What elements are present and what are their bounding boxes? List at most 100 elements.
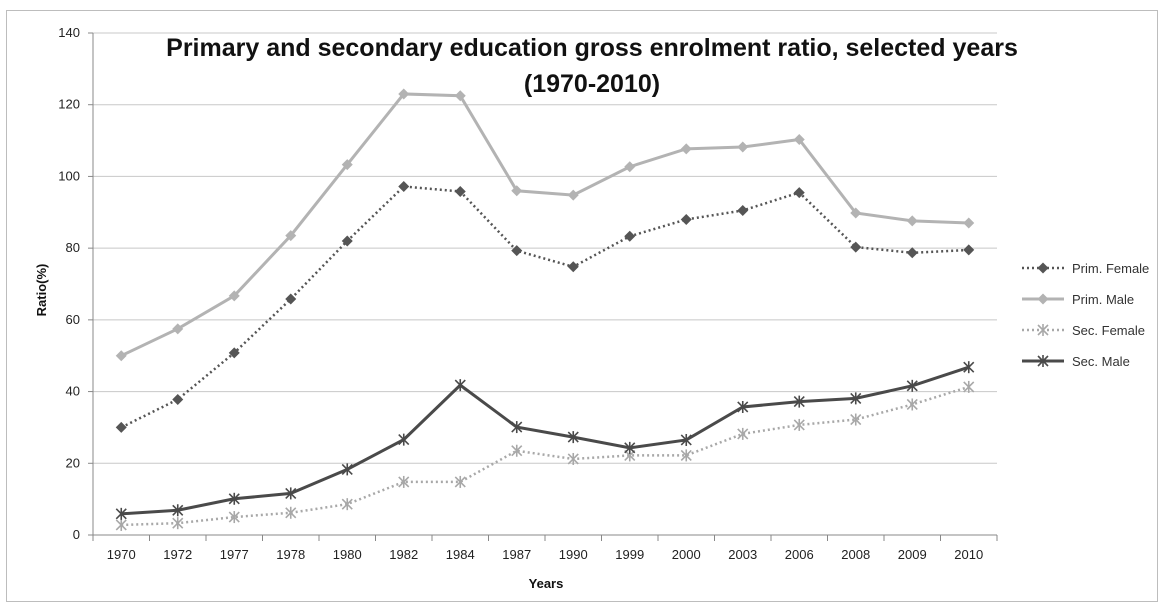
- data-point-prim-female: [115, 421, 127, 433]
- data-point-sec-male: [963, 361, 975, 374]
- x-tick-label: 1990: [559, 547, 588, 562]
- y-tick-labels: 0 20 40 60 80 100 120 140: [58, 25, 80, 542]
- axes: [88, 32, 998, 541]
- data-point-sec-female: [511, 444, 523, 457]
- x-tick-label: 1970: [107, 547, 136, 562]
- data-point-sec-male: [793, 395, 805, 408]
- x-tick-label: 1977: [220, 547, 249, 562]
- data-point-prim-female: [341, 235, 353, 247]
- series-lines: [115, 88, 975, 531]
- data-point-prim-female: [793, 187, 805, 199]
- data-point-sec-female: [115, 518, 127, 531]
- data-point-prim-female: [567, 261, 579, 273]
- data-point-prim-male: [963, 217, 975, 229]
- data-point-prim-female: [737, 204, 749, 216]
- data-point-sec-female: [454, 475, 466, 488]
- y-tick-label: 0: [73, 527, 80, 542]
- x-tick-label: 2006: [785, 547, 814, 562]
- data-point-prim-female: [454, 185, 466, 197]
- x-tick-label: 2008: [841, 547, 870, 562]
- data-point-prim-male: [850, 207, 862, 219]
- chart-title-line-2: (1970-2010): [524, 70, 660, 98]
- data-point-sec-male: [285, 487, 297, 500]
- data-point-sec-female: [228, 511, 240, 524]
- legend-item-sec-male: Sec. Male: [1022, 354, 1130, 369]
- x-tick-label: 1999: [615, 547, 644, 562]
- data-point-prim-female: [285, 293, 297, 305]
- data-point-sec-male: [511, 421, 523, 434]
- y-tick-label: 60: [66, 312, 80, 327]
- legend-marker: [1037, 262, 1049, 274]
- series-sec-female: [115, 380, 975, 531]
- data-point-sec-female: [680, 449, 692, 462]
- y-tick-label: 40: [66, 384, 80, 399]
- data-point-prim-male: [341, 159, 353, 171]
- legend-label: Sec. Male: [1072, 354, 1130, 369]
- data-point-sec-female: [737, 427, 749, 440]
- chart-title-line-1: Primary and secondary education gross en…: [166, 34, 1018, 62]
- data-point-prim-female: [228, 347, 240, 359]
- data-point-prim-male: [906, 215, 918, 227]
- x-tick-labels: 1970 1972 1977 1978 1980 1982 1984 1987 1990 1999…: [107, 547, 983, 562]
- data-point-sec-male: [906, 379, 918, 392]
- data-point-prim-male: [737, 141, 749, 153]
- data-point-sec-female: [285, 506, 297, 519]
- y-tick-label: 20: [66, 455, 80, 470]
- series-line-sec-male: [121, 365, 970, 516]
- legend-marker: [1037, 293, 1049, 305]
- chart-frame: [6, 10, 1158, 602]
- data-point-sec-female: [850, 413, 862, 426]
- data-point-sec-male: [624, 441, 636, 454]
- y-axis-title: Ratio(%): [34, 264, 49, 317]
- y-tick-label: 100: [58, 168, 80, 183]
- data-point-prim-male: [624, 161, 636, 173]
- data-point-sec-male: [737, 400, 749, 413]
- x-axis-title: Years: [529, 576, 564, 591]
- data-point-prim-male: [115, 350, 127, 362]
- data-point-prim-male: [172, 323, 184, 335]
- x-tick-label: 2010: [954, 547, 983, 562]
- series-line-sec-female: [121, 385, 970, 527]
- gridlines: [93, 32, 997, 464]
- legend-item-prim-male: Prim. Male: [1022, 292, 1134, 307]
- x-tick-label: 1987: [502, 547, 531, 562]
- series-line-prim-female: [120, 185, 969, 429]
- data-point-prim-male: [567, 189, 579, 201]
- x-tick-label: 2003: [728, 547, 757, 562]
- data-point-prim-female: [172, 393, 184, 405]
- series-sec-male: [115, 361, 975, 520]
- data-point-prim-male: [793, 133, 805, 145]
- x-tick-label: 1978: [276, 547, 305, 562]
- legend: Prim. Female Prim. Male Sec. Female Sec. Ma…: [1022, 261, 1149, 369]
- data-point-prim-male: [454, 90, 466, 102]
- legend-label: Prim. Male: [1072, 292, 1134, 307]
- x-tick-label: 2009: [898, 547, 927, 562]
- data-point-prim-male: [511, 185, 523, 197]
- data-point-prim-female: [511, 245, 523, 257]
- data-point-prim-male: [285, 230, 297, 242]
- data-point-prim-female: [398, 180, 410, 192]
- data-point-sec-male: [567, 431, 579, 444]
- x-tick-label: 1972: [163, 547, 192, 562]
- data-point-sec-male: [228, 492, 240, 505]
- data-point-sec-female: [963, 380, 975, 393]
- legend-marker: [1037, 324, 1049, 336]
- y-tick-label: 80: [66, 240, 80, 255]
- data-point-sec-female: [567, 452, 579, 465]
- data-point-sec-male: [398, 433, 410, 446]
- data-point-sec-male: [680, 433, 692, 446]
- series-prim-female: [115, 180, 975, 433]
- data-point-prim-male: [680, 143, 692, 155]
- data-point-prim-male: [228, 290, 240, 302]
- legend-label: Prim. Female: [1072, 261, 1149, 276]
- legend-item-prim-female: Prim. Female: [1022, 261, 1149, 276]
- data-point-sec-male: [172, 504, 184, 517]
- data-point-sec-female: [341, 498, 353, 511]
- data-point-sec-male: [341, 463, 353, 476]
- x-tick-label: 2000: [672, 547, 701, 562]
- legend-item-sec-female: Sec. Female: [1022, 323, 1145, 338]
- x-tick-label: 1984: [446, 547, 475, 562]
- data-point-sec-female: [906, 398, 918, 411]
- data-point-sec-female: [172, 517, 184, 530]
